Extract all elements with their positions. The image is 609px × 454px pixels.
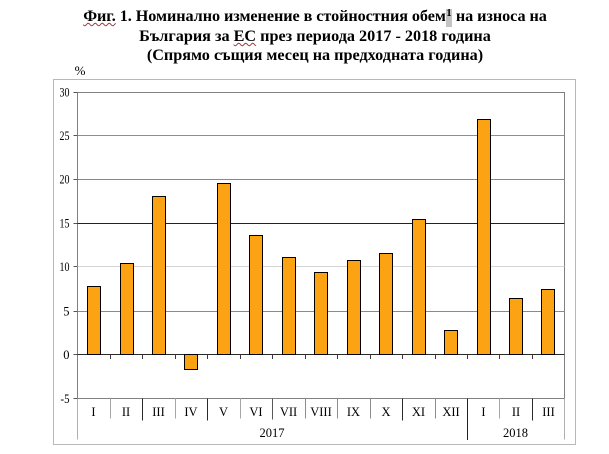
svg-text:X: X [381,405,390,419]
svg-text:IX: IX [347,405,360,419]
svg-text:%: % [75,63,86,78]
svg-text:XII: XII [442,405,459,419]
svg-text:-5: -5 [61,392,70,406]
svg-text:5: 5 [63,304,69,318]
svg-text:V: V [219,405,228,419]
svg-text:VIII: VIII [310,405,332,419]
svg-text:I: I [91,405,95,419]
svg-text:25: 25 [60,129,70,143]
svg-text:0: 0 [63,348,69,362]
svg-text:IV: IV [184,405,197,419]
svg-text:VI: VI [249,405,262,419]
svg-text:XI: XI [412,405,425,419]
svg-text:10: 10 [60,260,70,274]
svg-text:30: 30 [60,85,70,99]
svg-text:2017: 2017 [260,426,285,440]
svg-text:15: 15 [60,216,70,230]
svg-text:VII: VII [280,405,297,419]
svg-text:III: III [152,405,165,419]
svg-text:20: 20 [60,172,70,186]
svg-text:I: I [481,405,485,419]
svg-text:II: II [512,405,520,419]
svg-text:2018: 2018 [503,426,528,440]
svg-text:II: II [122,405,130,419]
svg-text:III: III [542,405,555,419]
